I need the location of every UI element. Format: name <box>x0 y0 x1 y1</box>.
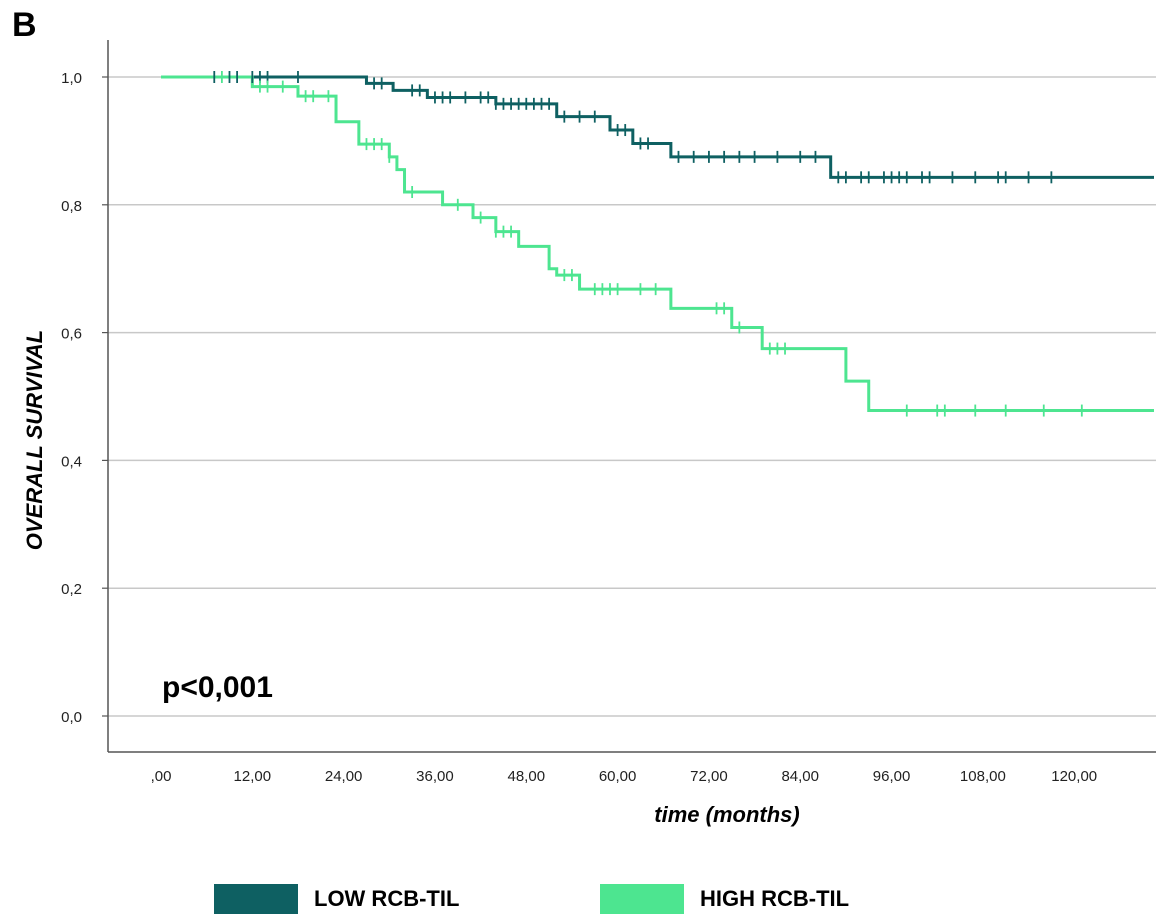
y-tick-label: 0,6 <box>61 326 82 343</box>
y-tick-label: 0,2 <box>61 581 82 598</box>
legend: LOW RCB-TIL HIGH RCB-TIL <box>0 876 1156 916</box>
y-tick-label: 0,8 <box>61 198 82 215</box>
legend-swatch-high <box>600 884 684 914</box>
series-line-high <box>161 75 1154 413</box>
x-tick-label: 120,00 <box>1051 768 1097 785</box>
y-tick-labels: 0,0 0,2 0,4 0,6 0,8 1,0 <box>61 70 82 726</box>
axes <box>102 40 1156 753</box>
x-tick-label: 48,00 <box>508 768 546 785</box>
x-tick-label: 24,00 <box>325 768 363 785</box>
x-tick-label: 36,00 <box>416 768 454 785</box>
x-tick-label: 72,00 <box>690 768 728 785</box>
x-tick-label: 12,00 <box>234 768 272 785</box>
gridlines <box>108 76 1156 717</box>
x-tick-label: 108,00 <box>960 768 1006 785</box>
y-tick-label: 0,4 <box>61 453 82 470</box>
x-axis-label: time (months) <box>654 802 799 827</box>
censor-marks <box>213 71 1083 417</box>
legend-label-low: LOW RCB-TIL <box>314 886 460 911</box>
x-tick-label: ,00 <box>151 768 172 785</box>
legend-label-high: HIGH RCB-TIL <box>700 886 850 911</box>
x-tick-label: 96,00 <box>873 768 911 785</box>
x-tick-label: 60,00 <box>599 768 637 785</box>
x-tick-label: 84,00 <box>781 768 819 785</box>
y-tick-label: 0,0 <box>61 709 82 726</box>
x-tick-labels: ,00 12,00 24,00 36,00 48,00 60,00 72,00 84,00 96… <box>151 768 1098 785</box>
y-tick-label: 1,0 <box>61 70 82 87</box>
y-axis-label: OVERALL SURVIVAL <box>22 330 47 550</box>
series-line-low <box>161 75 1154 179</box>
legend-swatch-low <box>214 884 298 914</box>
p-value-annotation: p<0,001 <box>162 671 273 704</box>
survival-chart: 0,0 0,2 0,4 0,6 0,8 1,0 ,00 12,00 24,00 36,00 48,… <box>22 40 1156 827</box>
panel-label: B <box>12 6 37 44</box>
series-lines <box>161 75 1154 413</box>
